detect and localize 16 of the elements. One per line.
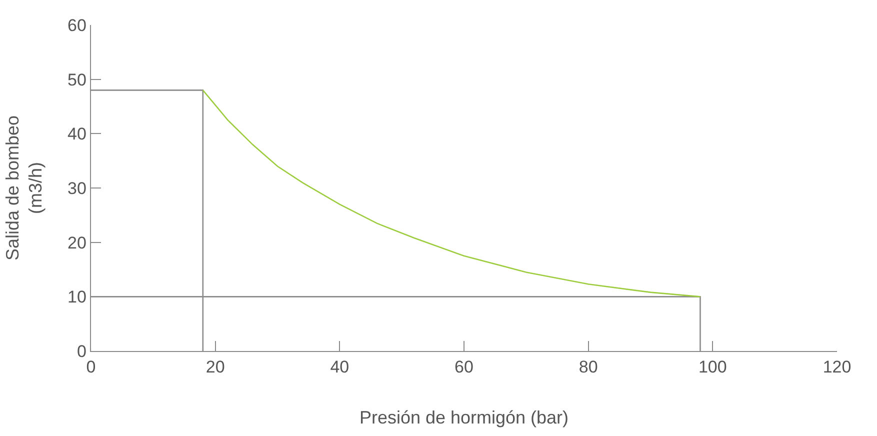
y-tick-label: 60 xyxy=(68,16,86,35)
line-series xyxy=(202,90,701,298)
x-tick-label: 100 xyxy=(698,358,727,377)
x-tick-label: 80 xyxy=(578,358,598,377)
y-tick-label: 30 xyxy=(68,178,86,198)
x-tick-label: 60 xyxy=(454,358,474,377)
y-tick-label: 10 xyxy=(68,288,86,307)
y-tick-label: 0 xyxy=(76,342,86,361)
y-axis-title: Salida de bombeo (m3/h) xyxy=(2,115,46,261)
x-tick-label: 40 xyxy=(330,358,350,377)
y-tick-label: 20 xyxy=(68,233,86,252)
x-tick-label: 120 xyxy=(822,358,852,377)
x-tick-label: 20 xyxy=(206,358,225,377)
y-tick-label: 40 xyxy=(68,124,86,144)
x-axis-title: Presión de hormigón (bar) xyxy=(359,408,569,428)
y-tick-label: 50 xyxy=(68,70,86,90)
